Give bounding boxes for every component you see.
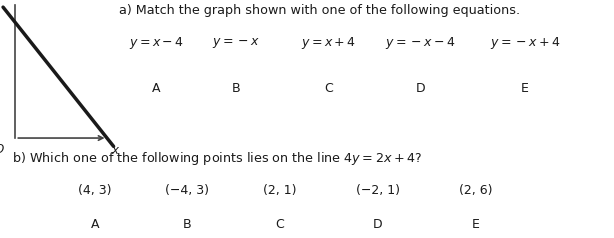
Text: b) Which one of the following points lies on the line $4y = 2x + 4$?: b) Which one of the following points lie…: [12, 150, 422, 167]
Text: A: A: [91, 218, 99, 231]
Text: $O$: $O$: [0, 143, 4, 156]
Text: $y = x - 4$: $y = x - 4$: [129, 35, 184, 51]
Text: $y = -x - 4$: $y = -x - 4$: [386, 35, 456, 51]
Text: $x$: $x$: [111, 144, 120, 157]
Text: (2, 6): (2, 6): [459, 184, 492, 197]
Text: (−2, 1): (−2, 1): [356, 184, 400, 197]
Text: $y = -x + 4$: $y = -x + 4$: [490, 35, 560, 51]
Text: E: E: [521, 82, 529, 94]
Text: $y = x + 4$: $y = x + 4$: [301, 35, 356, 51]
Text: (2, 1): (2, 1): [263, 184, 296, 197]
Text: B: B: [183, 218, 192, 231]
Text: a) Match the graph shown with one of the following equations.: a) Match the graph shown with one of the…: [119, 4, 520, 17]
Text: D: D: [416, 82, 426, 94]
Text: (4, 3): (4, 3): [79, 184, 112, 197]
Text: C: C: [324, 82, 333, 94]
Text: E: E: [472, 218, 480, 231]
Text: D: D: [373, 218, 383, 231]
Text: (−4, 3): (−4, 3): [165, 184, 209, 197]
Text: $y = -x$: $y = -x$: [212, 36, 260, 50]
Text: C: C: [275, 218, 284, 231]
Text: B: B: [232, 82, 241, 94]
Text: A: A: [152, 82, 161, 94]
